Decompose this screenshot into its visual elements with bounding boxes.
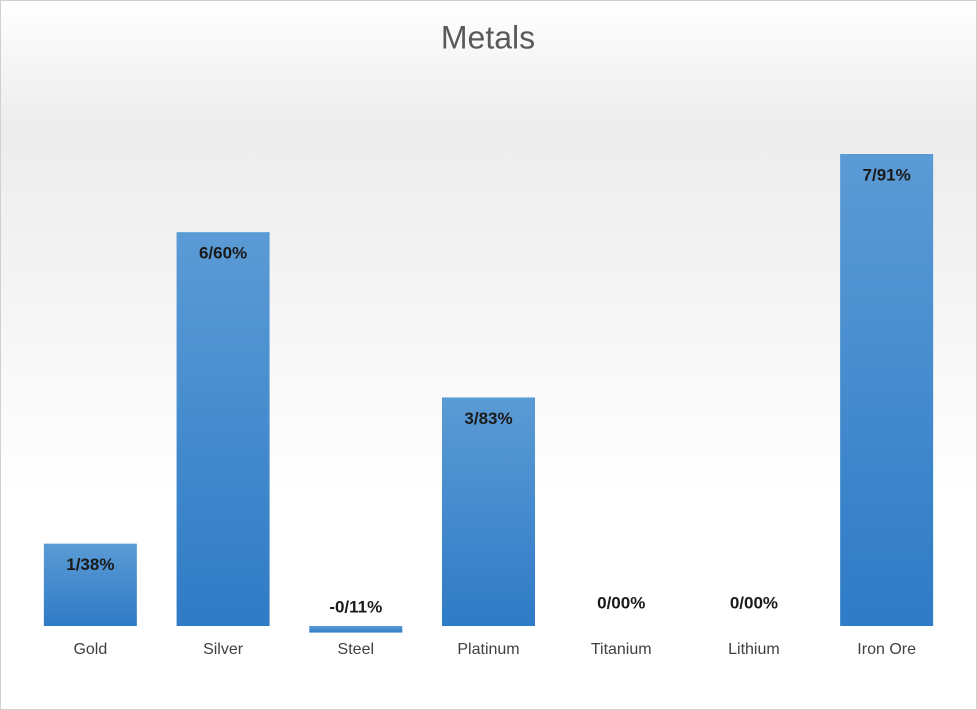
chart-title: Metals: [441, 19, 535, 55]
bar: [43, 543, 137, 626]
data-label: 3/83%: [464, 409, 512, 428]
bar: [309, 626, 403, 633]
x-tick-label: Iron Ore: [857, 641, 916, 658]
x-tick-label: Gold: [73, 641, 107, 658]
x-tick-label: Silver: [203, 641, 244, 658]
data-label: 0/00%: [730, 593, 778, 612]
bar: [176, 232, 270, 626]
data-label: 0/00%: [597, 593, 645, 612]
data-label: 7/91%: [863, 165, 911, 184]
bar: [442, 397, 535, 626]
data-label: 1/38%: [66, 555, 114, 574]
x-tick-label: Platinum: [457, 641, 519, 658]
x-tick-label: Steel: [338, 641, 374, 658]
x-tick-label: Lithium: [728, 641, 780, 658]
data-label: 6/60%: [199, 244, 247, 263]
x-tick-label: Titanium: [591, 641, 652, 658]
data-label: -0/11%: [329, 597, 382, 616]
bar: [840, 154, 934, 626]
